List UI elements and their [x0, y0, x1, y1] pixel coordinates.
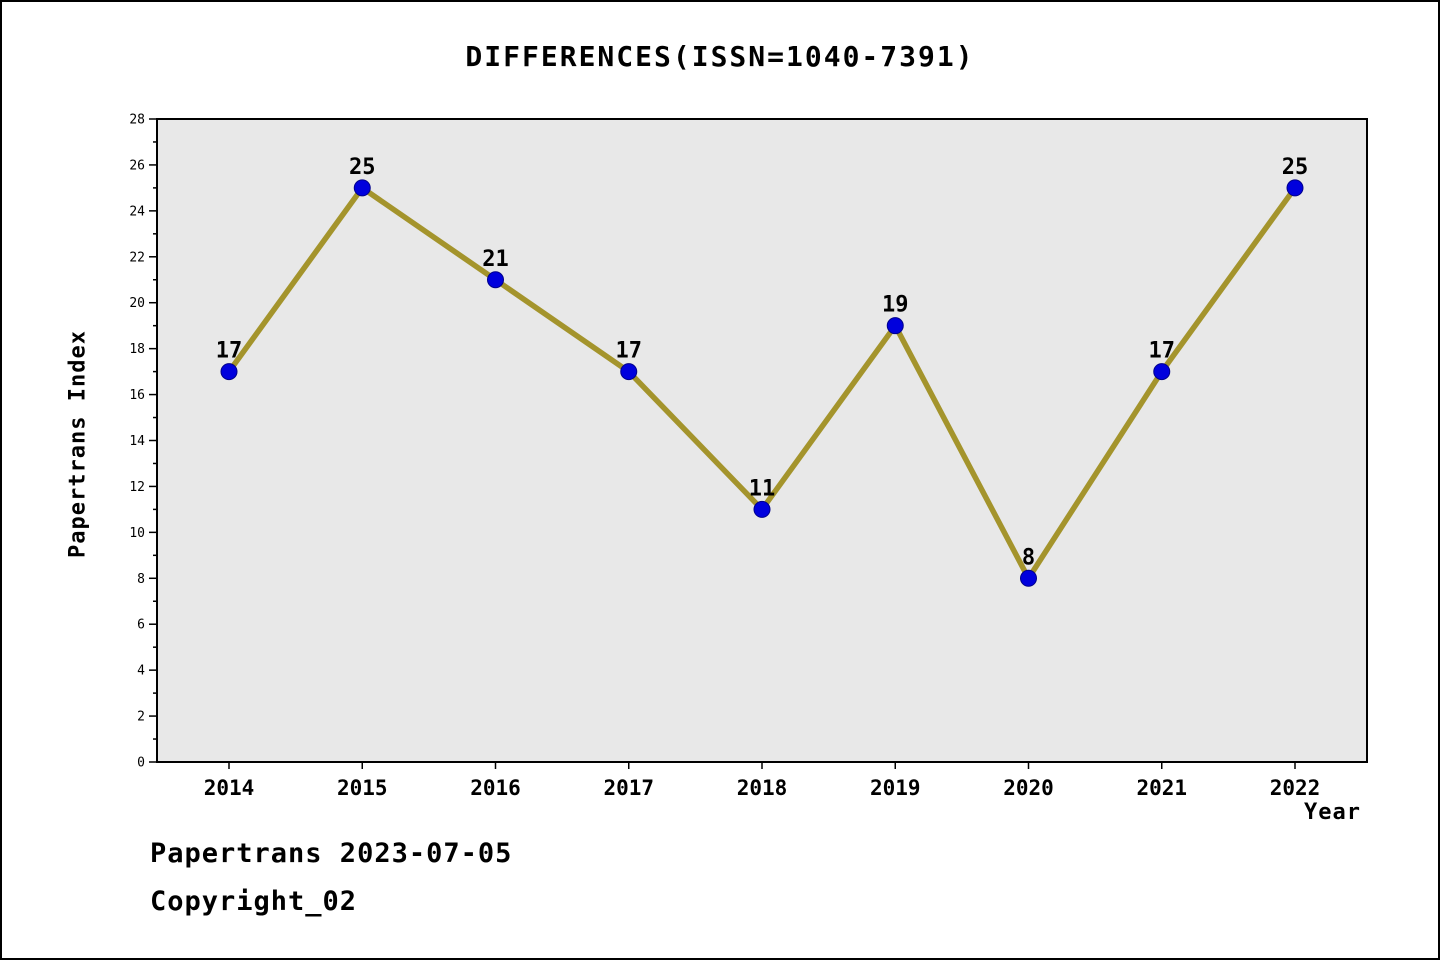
- data-point-label: 19: [882, 293, 909, 318]
- data-point: [353, 179, 371, 197]
- y-tick-label: 28: [129, 113, 145, 128]
- data-point-label: 11: [749, 476, 776, 501]
- y-tick-label: 2: [137, 710, 145, 725]
- x-tick-label: 2022: [1270, 776, 1321, 800]
- y-tick-label: 20: [129, 296, 145, 311]
- data-point-label: 25: [349, 155, 376, 180]
- data-point: [487, 271, 504, 289]
- y-tick-label: 16: [129, 388, 145, 403]
- x-tick-label: 2017: [603, 776, 654, 800]
- data-point: [620, 363, 638, 381]
- x-tick-label: 2021: [1136, 776, 1187, 800]
- data-point-label: 17: [1149, 339, 1176, 364]
- y-tick-label: 24: [129, 204, 145, 219]
- data-point: [753, 500, 771, 518]
- data-point-label: 8: [1022, 545, 1035, 570]
- y-tick-label: 4: [137, 664, 145, 679]
- y-tick-label: 18: [129, 342, 145, 357]
- data-point: [220, 363, 238, 381]
- data-point-label: 25: [1282, 155, 1309, 180]
- y-tick-label: 12: [129, 480, 145, 495]
- footer-source-date: Papertrans 2023-07-05: [150, 838, 513, 869]
- x-tick-label: 2014: [204, 776, 255, 800]
- data-point: [1153, 363, 1171, 381]
- x-tick-label: 2018: [737, 776, 788, 800]
- x-tick-label: 2016: [470, 776, 521, 800]
- data-point-label: 21: [482, 247, 509, 272]
- chart-title: DIFFERENCES(ISSN=1040-7391): [465, 40, 975, 73]
- plot-area: [156, 118, 1368, 763]
- data-point: [886, 317, 904, 335]
- data-point: [1286, 179, 1304, 197]
- x-tick-label: 2020: [1003, 776, 1054, 800]
- y-tick-label: 8: [137, 572, 145, 587]
- y-tick-label: 10: [129, 526, 145, 541]
- y-tick-label: 22: [129, 250, 145, 265]
- y-tick-label: 26: [129, 158, 145, 173]
- x-axis-title: Year: [1304, 800, 1361, 825]
- data-point-label: 17: [616, 339, 643, 364]
- data-point-label: 17: [216, 339, 243, 364]
- y-tick-label: 14: [129, 434, 145, 449]
- data-point: [1020, 569, 1037, 587]
- y-tick-label: 6: [137, 618, 145, 633]
- footer-copyright: Copyright_02: [150, 886, 358, 917]
- y-tick-label: 0: [137, 756, 145, 771]
- x-tick-label: 2015: [337, 776, 388, 800]
- x-tick-label: 2019: [870, 776, 921, 800]
